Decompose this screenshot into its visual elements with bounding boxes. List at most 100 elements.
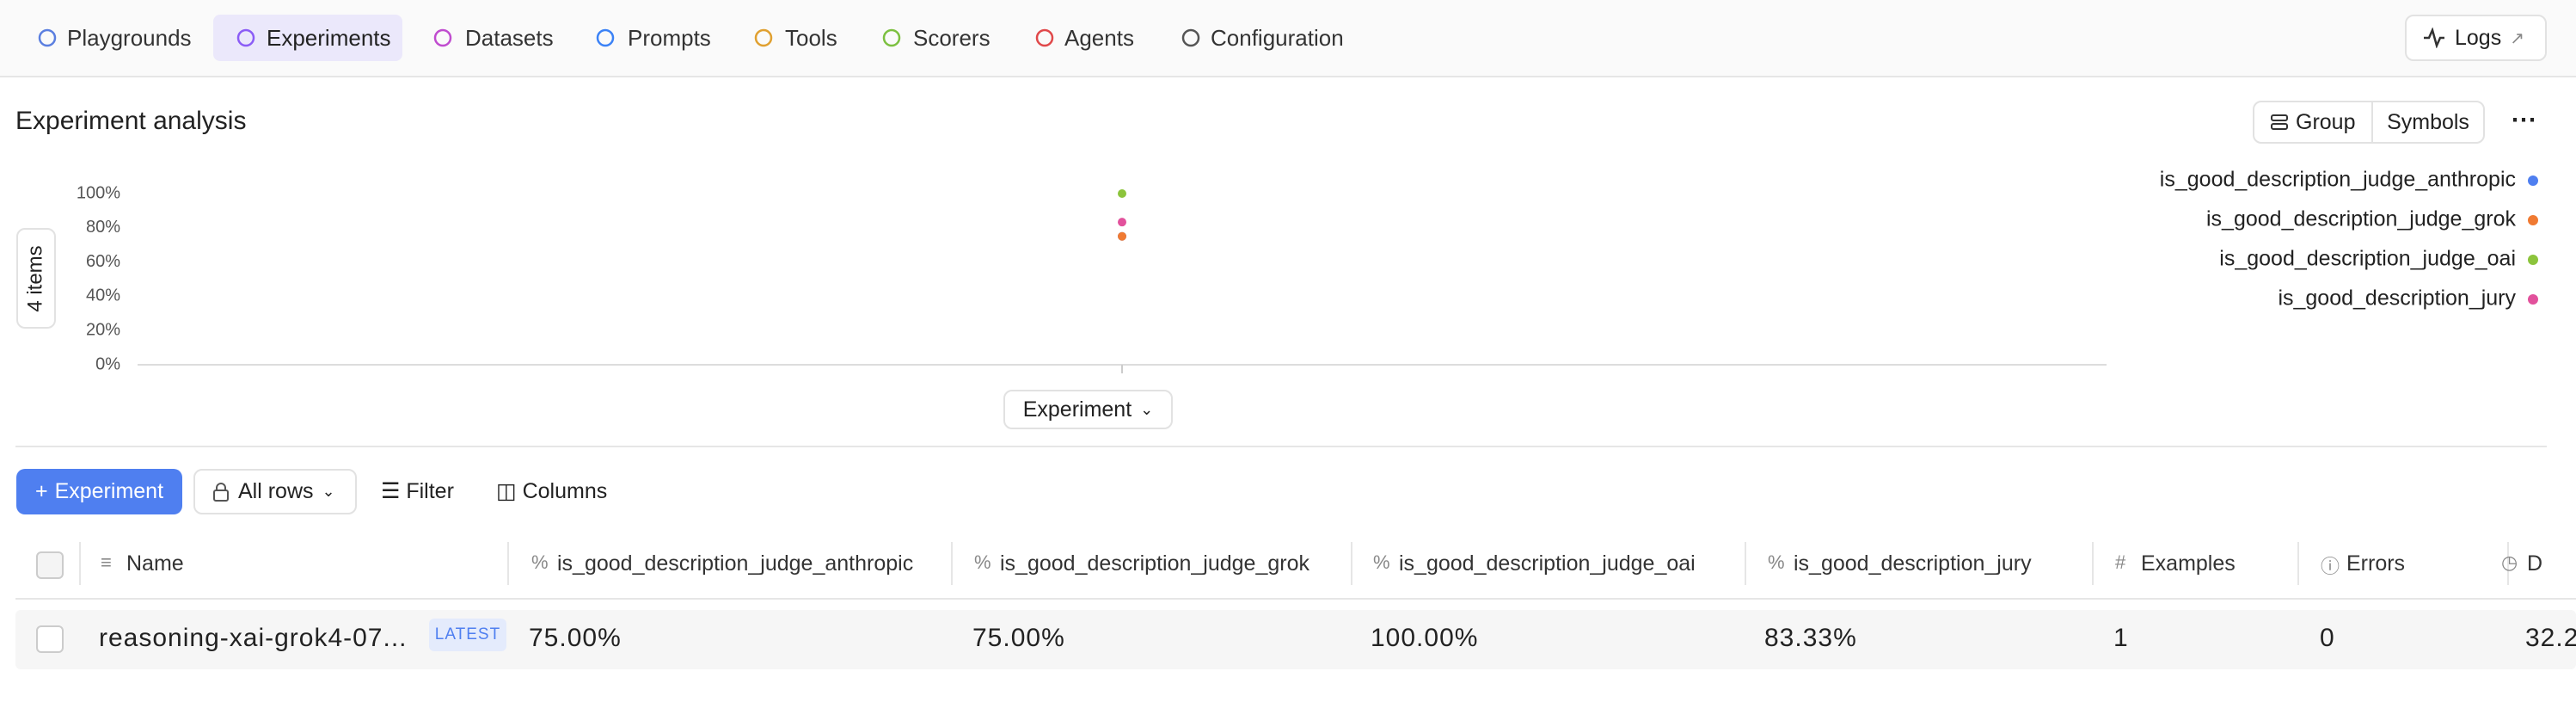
table-header bbox=[15, 529, 2576, 600]
symbols-label: Symbols bbox=[2387, 109, 2469, 134]
column-divider bbox=[2507, 542, 2509, 585]
group-button[interactable]: Group bbox=[2253, 101, 2373, 144]
nav-bar bbox=[0, 0, 2576, 77]
point bbox=[1118, 231, 1126, 241]
cell: 32.2 bbox=[2525, 624, 2576, 652]
legend-marker bbox=[2528, 294, 2538, 305]
legend-label: is_good_description_judge_grok bbox=[2206, 207, 2516, 231]
nav-item[interactable]: Prompts bbox=[628, 25, 711, 51]
rows-select[interactable]: All rows ⌄ bbox=[193, 469, 357, 514]
chevron: ⌄ bbox=[322, 483, 335, 500]
x-selector-label: Experiment bbox=[1022, 397, 1132, 422]
columns-icon: ◫ bbox=[496, 479, 523, 503]
row-name[interactable]: reasoning-xai-grok4-07... bbox=[99, 624, 408, 652]
column-divider bbox=[951, 542, 953, 585]
column-divider bbox=[79, 542, 81, 585]
column-divider bbox=[2092, 542, 2094, 585]
legend-label: is_good_description_judge_anthropic bbox=[2160, 168, 2516, 192]
column-header[interactable]: Errors bbox=[2346, 551, 2406, 576]
add-experiment-button[interactable]: + Experiment bbox=[16, 469, 182, 514]
column-header[interactable]: is_good_description_judge_grok bbox=[1000, 551, 1309, 576]
badge: LATEST bbox=[429, 619, 506, 651]
nav-icon-shape bbox=[433, 28, 452, 47]
column-divider bbox=[507, 542, 509, 585]
logs-icon bbox=[2424, 28, 2444, 48]
column-icon: % bbox=[1373, 551, 1390, 573]
y-tick-label: 40% bbox=[86, 286, 120, 305]
legend-marker bbox=[2528, 255, 2538, 265]
nav-icon bbox=[882, 28, 901, 47]
point bbox=[1118, 218, 1126, 227]
chevron: ⌄ bbox=[1140, 400, 1154, 418]
group-label: Group bbox=[2296, 109, 2356, 134]
nav-item[interactable]: Experiments bbox=[267, 25, 391, 51]
columns-button[interactable]: ◫ Columns bbox=[496, 478, 607, 504]
logs-label: Logs bbox=[2455, 25, 2502, 50]
legend-label: is_good_description_jury bbox=[2278, 286, 2516, 311]
column-header[interactable]: Name bbox=[126, 551, 184, 576]
nav-icon-shape bbox=[1181, 28, 1200, 47]
add-label: Experiment bbox=[54, 479, 164, 503]
nav-icon bbox=[754, 28, 773, 47]
legend-marker bbox=[2528, 176, 2538, 186]
filter-label: Filter bbox=[406, 479, 454, 503]
column-icon: # bbox=[2115, 551, 2126, 573]
lock-icon bbox=[213, 482, 229, 502]
nav-item[interactable]: Configuration bbox=[1211, 25, 1344, 51]
column-icon: ≡ bbox=[101, 551, 112, 573]
nav-item[interactable]: Scorers bbox=[913, 25, 991, 51]
more-menu[interactable]: ⋯ bbox=[2511, 106, 2536, 134]
nav-item[interactable]: Playgrounds bbox=[67, 25, 192, 51]
checkbox[interactable] bbox=[36, 551, 64, 579]
cell: 1 bbox=[2113, 624, 2129, 652]
filter-button[interactable]: ☰ Filter bbox=[381, 478, 454, 504]
nav-icon-shape bbox=[236, 28, 255, 47]
column-divider bbox=[1351, 542, 1352, 585]
group-icon bbox=[2271, 114, 2288, 130]
rows-label: All rows bbox=[238, 479, 314, 503]
nav-icon-shape bbox=[882, 28, 901, 47]
nav-item[interactable]: Agents bbox=[1064, 25, 1134, 51]
cell: 75.00% bbox=[972, 624, 1065, 652]
cell: 75.00% bbox=[529, 624, 622, 652]
nav-icon-shape bbox=[596, 28, 615, 47]
nav-active-bg bbox=[213, 15, 402, 61]
legend-marker bbox=[2528, 215, 2538, 225]
items-toggle[interactable]: 4 items bbox=[16, 228, 56, 329]
y-tick-label: 60% bbox=[86, 252, 120, 271]
y-tick-label: 80% bbox=[86, 218, 120, 237]
column-header[interactable]: is_good_description_judge_oai bbox=[1399, 551, 1696, 576]
legend-label: is_good_description_judge_oai bbox=[2219, 247, 2516, 271]
nav-icon-shape bbox=[1035, 28, 1054, 47]
cell: 0 bbox=[2320, 624, 2335, 652]
x-selector[interactable]: Experiment ⌄ bbox=[1003, 390, 1173, 429]
nav-icon-shape bbox=[754, 28, 773, 47]
y-tick-label: 20% bbox=[86, 320, 120, 339]
column-header[interactable]: D bbox=[2527, 551, 2543, 576]
nav-icon bbox=[236, 28, 255, 47]
logs-button[interactable]: Logs ↗ bbox=[2405, 15, 2547, 61]
nav-icon-shape bbox=[38, 28, 57, 47]
chart: 0% 20% 40% 60% 80% 100% is_good_description_ju… bbox=[77, 168, 2538, 373]
nav-item[interactable]: Tools bbox=[785, 25, 837, 51]
column-header[interactable]: is_good_description_judge_anthropic bbox=[557, 551, 914, 576]
column-header[interactable]: Examples bbox=[2141, 551, 2236, 576]
divider bbox=[15, 446, 2547, 447]
nav-icon bbox=[1181, 28, 1200, 47]
y-tick-label: 0% bbox=[95, 354, 120, 373]
column-divider bbox=[2297, 542, 2299, 585]
column-icon: ◷ bbox=[2501, 551, 2518, 573]
symbols-button[interactable]: Symbols bbox=[2371, 101, 2485, 144]
cell: 100.00% bbox=[1371, 624, 1479, 652]
column-divider bbox=[1745, 542, 1746, 585]
checkbox[interactable] bbox=[36, 625, 64, 653]
column-icon: ⓘ bbox=[2321, 556, 2340, 577]
analysis-title: Experiment analysis bbox=[15, 107, 247, 135]
nav-item[interactable]: Datasets bbox=[465, 25, 554, 51]
column-header[interactable]: is_good_description_jury bbox=[1794, 551, 2032, 576]
filter-icon: ☰ bbox=[381, 479, 407, 503]
cell: 83.33% bbox=[1764, 624, 1857, 652]
point bbox=[1118, 189, 1126, 198]
plus: + bbox=[34, 479, 48, 503]
